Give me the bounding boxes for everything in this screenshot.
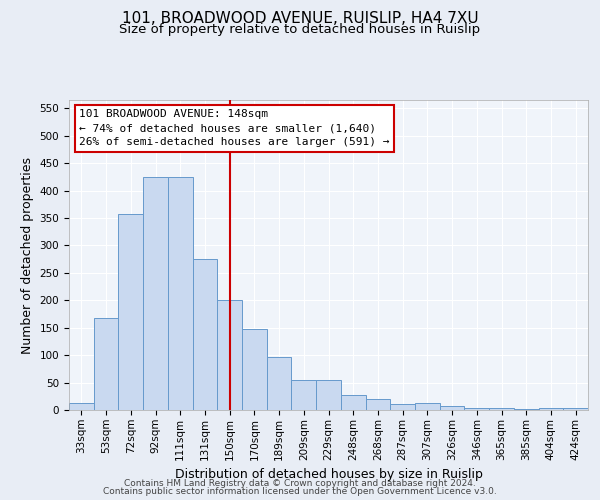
Bar [489,408,514,410]
Text: 101, BROADWOOD AVENUE, RUISLIP, HA4 7XU: 101, BROADWOOD AVENUE, RUISLIP, HA4 7XU [122,11,478,26]
Text: 101 BROADWOOD AVENUE: 148sqm
← 74% of detached houses are smaller (1,640)
26% of: 101 BROADWOOD AVENUE: 148sqm ← 74% of de… [79,110,390,148]
Bar [464,408,489,410]
Text: Contains public sector information licensed under the Open Government Licence v3: Contains public sector information licen… [103,487,497,496]
Y-axis label: Number of detached properties: Number of detached properties [21,156,34,354]
Text: Size of property relative to detached houses in Ruislip: Size of property relative to detached ho… [119,22,481,36]
Bar [440,406,464,410]
Text: Contains HM Land Registry data © Crown copyright and database right 2024.: Contains HM Land Registry data © Crown c… [124,478,476,488]
Bar [69,403,94,410]
X-axis label: Distribution of detached houses by size in Ruislip: Distribution of detached houses by size … [175,468,482,481]
Bar [143,177,168,410]
Bar [316,380,341,410]
Bar [539,408,563,410]
Bar [341,395,365,410]
Bar [390,404,415,410]
Bar [242,329,267,410]
Bar [168,177,193,410]
Bar [94,318,118,410]
Bar [193,259,217,410]
Bar [118,214,143,410]
Bar [415,404,440,410]
Bar [292,380,316,410]
Bar [217,300,242,410]
Bar [365,399,390,410]
Bar [563,408,588,410]
Bar [267,357,292,410]
